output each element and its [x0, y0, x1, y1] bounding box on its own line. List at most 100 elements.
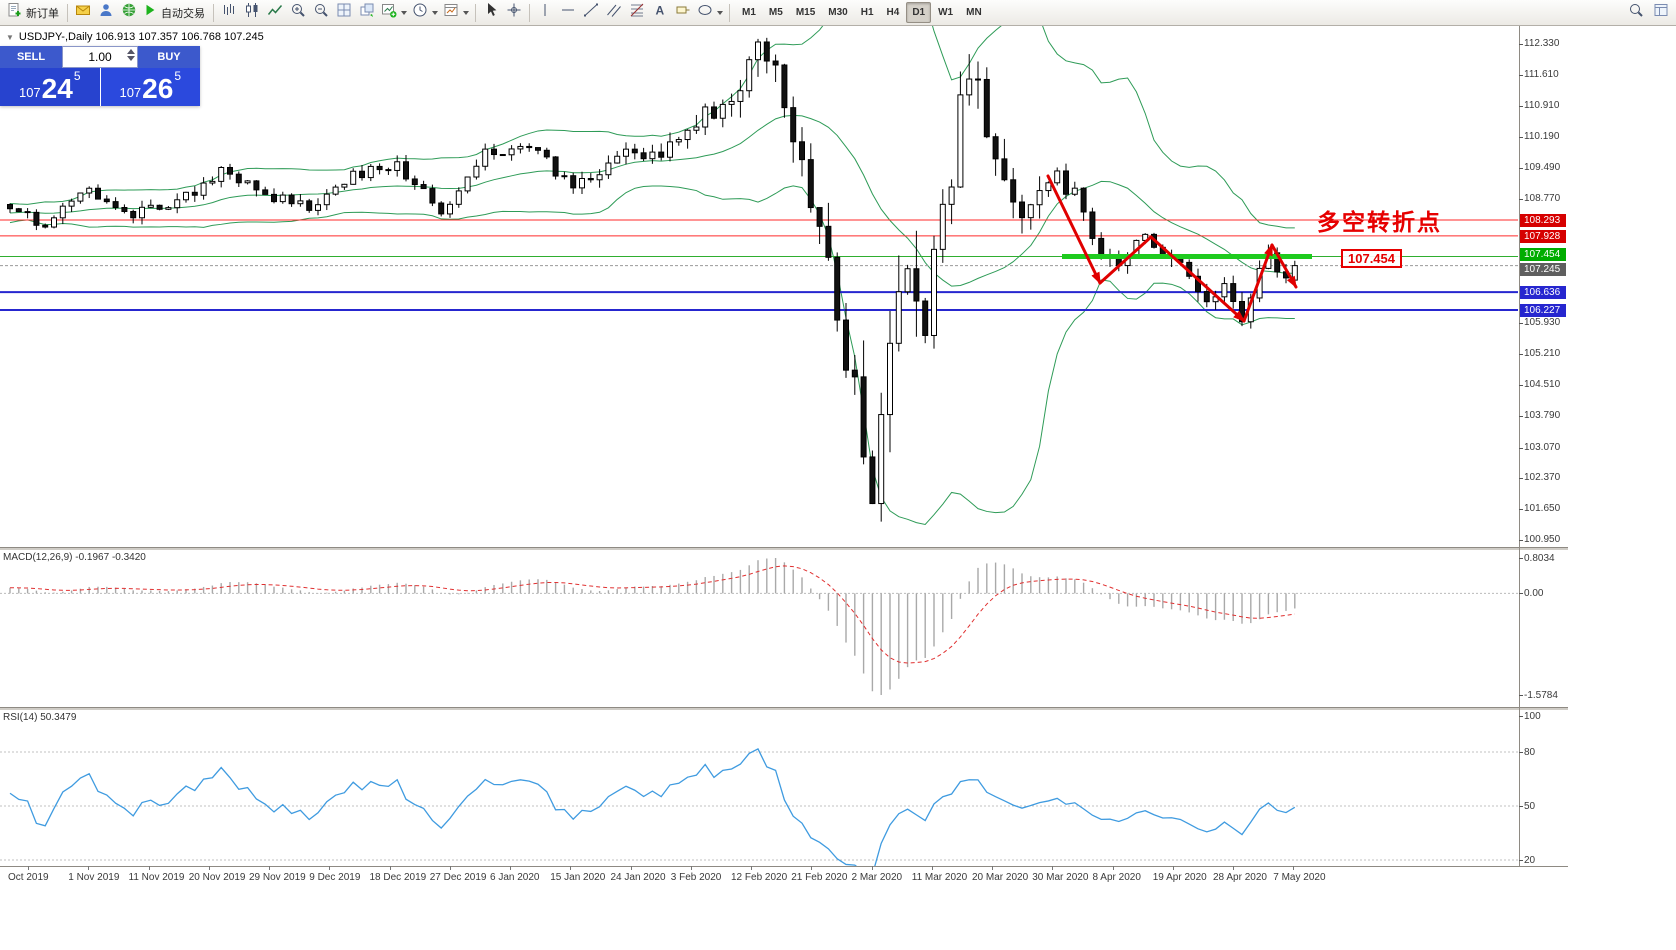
channel-button[interactable] [603, 2, 625, 24]
timeframe-m15[interactable]: M15 [795, 7, 816, 18]
crosshair-button[interactable] [503, 2, 525, 24]
date-axis-tick [570, 866, 572, 870]
dropdown-caret-icon [432, 10, 438, 15]
new-order-button[interactable]: 新订单 [4, 2, 63, 24]
date-axis-tick [630, 866, 632, 870]
panel-separator[interactable] [0, 547, 1568, 550]
price-axis-label: 105.930 [1524, 316, 1561, 328]
cascade-windows-button[interactable] [356, 2, 378, 24]
vertical-line-button[interactable] [534, 2, 556, 24]
price-axis-tick [1519, 384, 1523, 386]
shapes-menu-button[interactable] [695, 2, 725, 24]
timeframe-d1[interactable]: D1 [906, 2, 932, 23]
spin-down-icon[interactable] [127, 56, 135, 61]
periods-menu-button[interactable] [410, 2, 440, 24]
one-click-toggle-icon[interactable]: ▼ [6, 32, 14, 42]
timeframe-h4[interactable]: H4 [886, 7, 900, 18]
timeframe-m30[interactable]: M30 [828, 7, 848, 18]
community-button[interactable] [118, 2, 140, 24]
profile-button[interactable] [95, 2, 117, 24]
trendline-button[interactable] [580, 2, 602, 24]
date-axis-label: 18 Dec 2019 [369, 872, 427, 883]
buy-price-sup: 5 [174, 69, 182, 83]
arrow-label-button[interactable] [672, 2, 694, 24]
zoom-out-button[interactable] [310, 2, 332, 24]
price-axis-tick [1519, 447, 1523, 449]
date-axis-label: 3 Feb 2020 [670, 872, 722, 883]
label-icon [675, 2, 691, 23]
crosshair-icon [506, 2, 522, 23]
dropdown-caret-icon [401, 10, 407, 15]
date-axis-label: 20 Nov 2019 [188, 872, 246, 883]
chart-line-button[interactable] [264, 2, 286, 24]
price-axis-label: 105.210 [1524, 348, 1561, 360]
price-axis-label: 112.330 [1524, 38, 1560, 49]
cursor-button[interactable] [480, 2, 502, 24]
time-scale-axis[interactable] [0, 866, 1568, 867]
dropdown-caret-icon [717, 10, 723, 15]
date-axis-label: 9 Dec 2019 [309, 872, 361, 883]
date-axis-label: 1 Nov 2019 [68, 872, 120, 883]
macd-panel-canvas[interactable] [0, 550, 1518, 707]
date-axis-label: 11 Mar 2020 [911, 872, 968, 883]
date-axis-tick [931, 866, 933, 870]
volume-spinner[interactable] [127, 49, 135, 61]
chart-candles-button[interactable] [241, 2, 263, 24]
price-axis-label: 102.370 [1524, 472, 1561, 484]
mailbox-button[interactable] [72, 2, 94, 24]
bollinger-lower [9, 185, 1295, 525]
horizontal-line-button[interactable] [557, 2, 579, 24]
line-chart-icon [267, 2, 283, 23]
macd-indicator-label: MACD(12,26,9) -0.1967 -0.3420 [3, 552, 146, 563]
timeframe-w1[interactable]: W1 [938, 7, 954, 18]
rsi-axis-label: 100 [1524, 711, 1541, 722]
rsi-axis-tick [1519, 752, 1523, 753]
community-icon [121, 2, 137, 23]
spin-up-icon[interactable] [127, 49, 135, 54]
date-axis-tick [208, 866, 210, 870]
date-axis-label: 6 Jan 2020 [490, 872, 540, 883]
trend-arrow [1098, 235, 1153, 285]
date-axis-tick [992, 866, 993, 870]
date-axis-label: 19 Apr 2020 [1152, 872, 1207, 883]
zoom-in-button[interactable] [287, 2, 309, 24]
ellipse-shape-icon [697, 2, 713, 23]
date-axis-tick [329, 866, 331, 870]
price-axis-tick [1519, 540, 1523, 541]
clock-icon [412, 2, 428, 23]
dropdown-caret-icon [463, 10, 469, 15]
layout-button[interactable] [1650, 2, 1672, 24]
rsi-axis-tick [1519, 860, 1523, 861]
sell-price-button[interactable]: 107 24 5 [0, 68, 100, 106]
price-axis-tick [1519, 509, 1523, 511]
new-order-label: 新订单 [26, 7, 59, 20]
buy-label: BUY [138, 46, 200, 68]
buy-price-button[interactable]: 107 26 5 [100, 68, 200, 106]
text-button[interactable]: A [649, 2, 671, 24]
volume-input[interactable]: 1.00 [62, 46, 138, 68]
tile-windows-button[interactable] [333, 2, 355, 24]
autotrading-button[interactable]: 自动交易 [141, 2, 209, 24]
new-chart-button[interactable] [379, 2, 409, 24]
date-axis-label: 24 Jan 2020 [610, 872, 666, 883]
search-button[interactable] [1625, 2, 1647, 24]
timeframe-h1[interactable]: H1 [860, 7, 874, 18]
price-scale-axis[interactable] [1519, 26, 1520, 866]
price-axis-tick [1519, 75, 1523, 77]
timeframe-m1[interactable]: M1 [742, 7, 756, 18]
templates-menu-button[interactable] [441, 2, 471, 24]
fibonacci-button[interactable] [626, 2, 648, 24]
panel-separator[interactable] [0, 707, 1568, 710]
trend-arrow [1046, 174, 1102, 285]
bar-chart-icon [221, 2, 237, 23]
date-axis-label: 21 Feb 2020 [791, 872, 848, 883]
zoom-in-icon [290, 2, 306, 23]
svg-text:A: A [656, 4, 665, 18]
separator [67, 3, 68, 22]
chart-bars-button[interactable] [218, 2, 240, 24]
mailbox-icon [75, 2, 91, 23]
price-chart-canvas[interactable] [0, 26, 1518, 547]
timeframe-m5[interactable]: M5 [768, 7, 783, 18]
timeframe-mn[interactable]: MN [966, 7, 982, 18]
rsi-panel-canvas[interactable] [0, 710, 1518, 866]
